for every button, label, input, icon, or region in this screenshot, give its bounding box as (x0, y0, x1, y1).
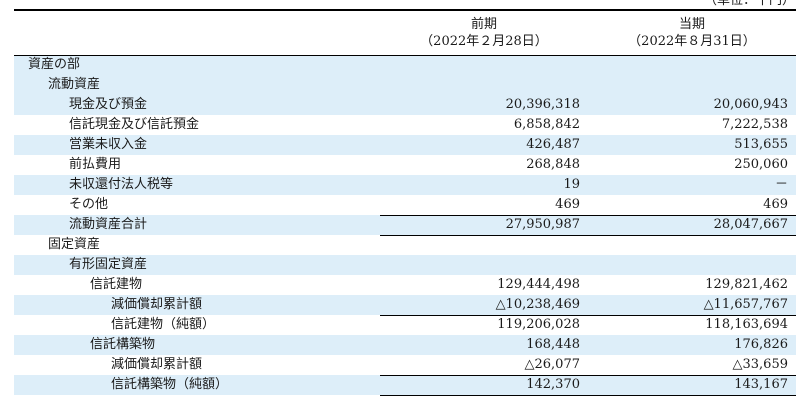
row-label: 信託構築物（純額） (14, 375, 380, 395)
row-label: 未収還付法人税等 (14, 175, 380, 195)
net-value-row: 信託構築物（純額） 142,370 143,167 (14, 374, 796, 396)
curr-value: 176,826 (588, 335, 796, 355)
row-label: 信託建物 (90, 277, 143, 292)
curr-value: － (588, 175, 796, 195)
curr-value: 20,060,943 (588, 95, 796, 115)
header-curr-date: （2022年８月31日） (628, 33, 756, 49)
unit-note: （単位：千円） (703, 0, 795, 8)
header-curr-period: 当期 （2022年８月31日） (588, 9, 796, 56)
row-label: 有形固定資産 (14, 255, 380, 275)
table-row: 流動資産 (14, 75, 796, 95)
header-prev-date: （2022年２月28日） (420, 33, 548, 49)
table-row: 現金及び預金 20,396,318 20,060,943 (14, 95, 796, 115)
row-label: 流動資産 (14, 75, 380, 95)
table-row: 信託現金及び信託預金 6,858,842 7,222,538 (14, 115, 796, 135)
header-curr-title: 当期 (678, 16, 705, 32)
prev-value: △10,238,469 (380, 295, 588, 315)
balance-sheet-table: 前期 （2022年２月28日） 当期 （2022年８月31日） 資産の部 流動資… (14, 9, 796, 396)
prev-value: 129,444,498 (497, 277, 580, 292)
table-row: 有形固定資産 (14, 255, 796, 275)
curr-value: 250,060 (734, 157, 788, 172)
table-row: 減価償却累計額 △10,238,469 △11,657,767 (14, 295, 796, 315)
row-label: 信託構築物 (14, 335, 380, 355)
table-row: 信託構築物 168,448 176,826 (14, 335, 796, 355)
prev-value (380, 235, 588, 255)
prev-value: 19 (380, 175, 588, 195)
curr-value: 513,655 (588, 135, 796, 155)
table-row: 未収還付法人税等 19 － (14, 175, 796, 195)
curr-value (588, 255, 796, 275)
prev-value: △26,077 (524, 356, 581, 372)
prev-value: 426,487 (380, 135, 588, 155)
prev-value: 142,370 (380, 374, 588, 396)
table-row: 資産の部 (14, 55, 796, 75)
table-row: 前払費用 268,848 250,060 (14, 155, 796, 175)
header-prev-title: 前期 (470, 16, 497, 32)
table-row: 営業未収入金 426,487 513,655 (14, 135, 796, 155)
header-prev-period: 前期 （2022年２月28日） (380, 9, 588, 56)
curr-value: △11,657,767 (588, 295, 796, 315)
table-row: 減価償却累計額 △26,077 △33,659 (14, 355, 796, 375)
prev-value: 469 (555, 196, 580, 212)
row-label: 減価償却累計額 (111, 357, 203, 372)
row-label: 信託建物（純額） (111, 317, 216, 332)
prev-value: 119,206,028 (380, 314, 588, 335)
header-row: 前期 （2022年２月28日） 当期 （2022年８月31日） (14, 9, 796, 56)
row-label: 信託現金及び信託預金 (69, 117, 200, 132)
table-row: その他 469 469 (14, 195, 796, 215)
prev-value: 168,448 (380, 335, 588, 355)
row-label: 減価償却累計額 (14, 295, 380, 315)
subtotal-row: 流動資産合計 27,950,987 28,047,667 (14, 214, 796, 236)
curr-value: 118,163,694 (588, 314, 796, 335)
prev-value: 20,396,318 (380, 95, 588, 115)
curr-value: 143,167 (588, 374, 796, 396)
prev-value (380, 75, 588, 95)
header-label (14, 9, 380, 56)
prev-value: 27,950,987 (380, 214, 588, 236)
row-label: 前払費用 (69, 157, 122, 172)
curr-value: △33,659 (732, 356, 789, 372)
curr-value (588, 55, 796, 75)
row-label: その他 (69, 197, 109, 212)
row-label: 資産の部 (14, 55, 380, 75)
prev-value: 268,848 (526, 157, 580, 172)
net-value-row: 信託建物（純額） 119,206,028 118,163,694 (14, 314, 796, 335)
curr-value: 129,821,462 (705, 277, 788, 292)
curr-value: 469 (763, 196, 788, 212)
curr-value: 28,047,667 (588, 214, 796, 236)
prev-value: 6,858,842 (513, 117, 580, 132)
row-label: 流動資産合計 (14, 215, 380, 235)
row-label: 固定資産 (48, 237, 101, 252)
table-row: 固定資産 (14, 235, 796, 255)
row-label: 営業未収入金 (14, 135, 380, 155)
row-label: 現金及び預金 (14, 95, 380, 115)
curr-value (588, 75, 796, 95)
curr-value (588, 235, 796, 255)
prev-value (380, 55, 588, 75)
curr-value: 7,222,538 (721, 117, 788, 132)
prev-value (380, 255, 588, 275)
table-row: 信託建物 129,444,498 129,821,462 (14, 275, 796, 295)
